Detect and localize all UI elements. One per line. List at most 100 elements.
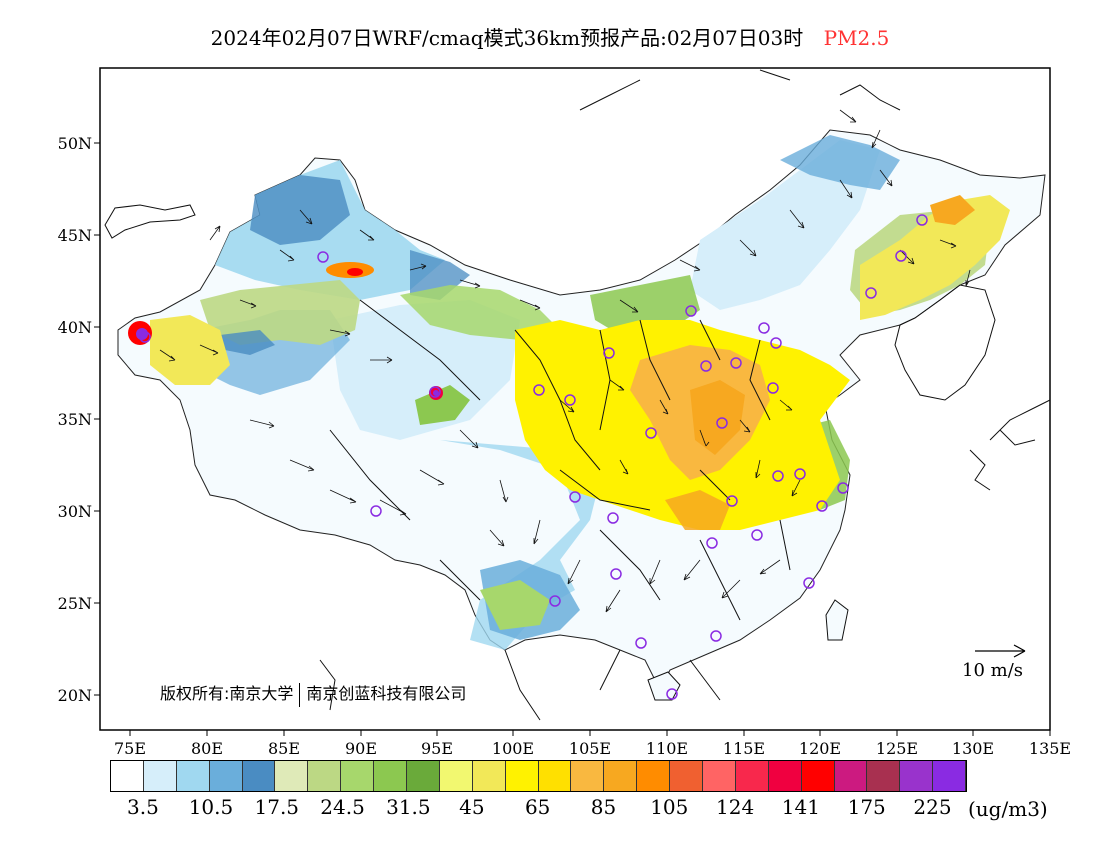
boundaries — [104, 69, 1051, 721]
colorbar-swatch — [505, 761, 539, 791]
wind-reference-label: 10 m/s — [962, 660, 1023, 681]
station-marker — [139, 331, 151, 343]
colorbar-tick-label: 124 — [716, 795, 755, 819]
wind-arrow — [519, 299, 541, 311]
colorbar-tick-label: 45 — [459, 795, 485, 819]
station-marker — [767, 382, 779, 394]
lon-label: 80E — [190, 739, 224, 758]
credit-separator — [299, 682, 301, 707]
green-zone — [415, 385, 470, 425]
colorbar-swatch — [735, 761, 769, 791]
wind-arrow — [199, 344, 219, 356]
lat-label: 45N — [57, 226, 92, 245]
lon-label: 125E — [875, 739, 919, 758]
wind-arrow — [499, 479, 509, 503]
colorbar-tick-label: 31.5 — [386, 795, 431, 819]
colorbar-swatch — [604, 761, 638, 791]
wind-arrow — [559, 399, 575, 413]
station-marker — [816, 500, 828, 512]
station-marker — [370, 505, 382, 517]
colorbar-tick-label: 105 — [650, 795, 689, 819]
wind-arrow — [683, 559, 701, 581]
wind-arrow — [739, 419, 751, 433]
axis-ticks — [94, 142, 1051, 736]
colorbar-swatch — [571, 761, 605, 791]
colorbar-swatch — [176, 761, 210, 791]
wind-arrow — [209, 225, 221, 241]
lat-label: 25N — [57, 594, 92, 613]
colorbar-swatch — [407, 761, 440, 791]
caspian — [104, 204, 196, 239]
title-variable: PM2.5 — [823, 26, 890, 50]
colorbar-swatch — [143, 761, 177, 791]
station-marker — [429, 386, 441, 398]
colorbar-tick-label: 3.5 — [126, 795, 159, 819]
mid-blue-zone — [780, 135, 900, 190]
lon-label: 115E — [722, 739, 766, 758]
lon-label: 85E — [267, 739, 301, 758]
light-blue-zone — [690, 140, 880, 310]
wind-arrow — [679, 259, 701, 272]
lon-label: 105E — [568, 739, 612, 758]
wind-arrow — [619, 299, 639, 313]
lat-label: 30N — [57, 502, 92, 521]
station-marker — [706, 537, 718, 549]
wind-arrow — [239, 299, 257, 309]
wind-arrow — [649, 559, 661, 585]
colorbar-swatch — [867, 761, 901, 791]
wind-arrow — [533, 519, 541, 545]
wind-arrow — [791, 479, 801, 497]
station-marker — [645, 427, 657, 439]
colorbar-swatch — [439, 761, 473, 791]
wind-arrow — [459, 279, 481, 289]
colorbar-tick-label: 65 — [524, 795, 551, 819]
wind-arrow — [329, 329, 351, 337]
wind-arrow — [279, 249, 295, 262]
lon-label: 95E — [420, 739, 454, 758]
lon-label: 90E — [344, 739, 378, 758]
hotspot-urumqi-core — [347, 268, 363, 276]
wind-vectors — [159, 109, 971, 613]
station-marker — [716, 417, 728, 429]
wind-arrow — [721, 579, 741, 599]
station-marker — [569, 491, 581, 503]
station-marker — [564, 394, 576, 406]
colorbar-swatch — [275, 761, 309, 791]
wind-arrow — [755, 459, 761, 479]
colorbar-unit: (ug/m3) — [968, 797, 1048, 821]
lon-label: 75E — [113, 739, 147, 758]
colorbar-swatch — [472, 761, 506, 791]
station-marker — [603, 347, 615, 359]
wind-arrow — [939, 239, 957, 249]
station-marker — [635, 637, 647, 649]
colorbar — [110, 760, 968, 792]
station-marker — [666, 688, 678, 700]
wind-arrow — [619, 459, 629, 475]
station-marker — [533, 384, 545, 396]
wind-arrow — [289, 459, 315, 472]
wind-arrow — [489, 529, 505, 547]
wind-arrow — [839, 179, 853, 199]
green-zone — [480, 580, 550, 630]
lat-label: 50N — [57, 134, 92, 153]
colorbar-swatch — [900, 761, 934, 791]
green-zone — [200, 280, 360, 345]
colorbar-swatch — [801, 761, 835, 791]
station-marker — [794, 468, 806, 480]
copyright-credit: 版权所有:南京大学 南京创蓝科技有限公司 — [160, 680, 466, 707]
lon-label: 110E — [645, 739, 689, 758]
yellow-zone — [150, 315, 230, 385]
station-marker — [317, 251, 329, 263]
station-marker — [700, 360, 712, 372]
nanhai-coast — [319, 649, 721, 721]
wind-arrow — [779, 399, 793, 411]
wind-reference-arrow — [975, 644, 1026, 658]
lat-label: 40N — [57, 318, 92, 337]
korea-peninsula — [894, 284, 996, 401]
wind-arrow — [359, 229, 375, 241]
wind-arrow — [839, 109, 857, 123]
station-marker — [803, 577, 815, 589]
station-marker — [865, 287, 877, 299]
station-marker — [549, 595, 561, 607]
